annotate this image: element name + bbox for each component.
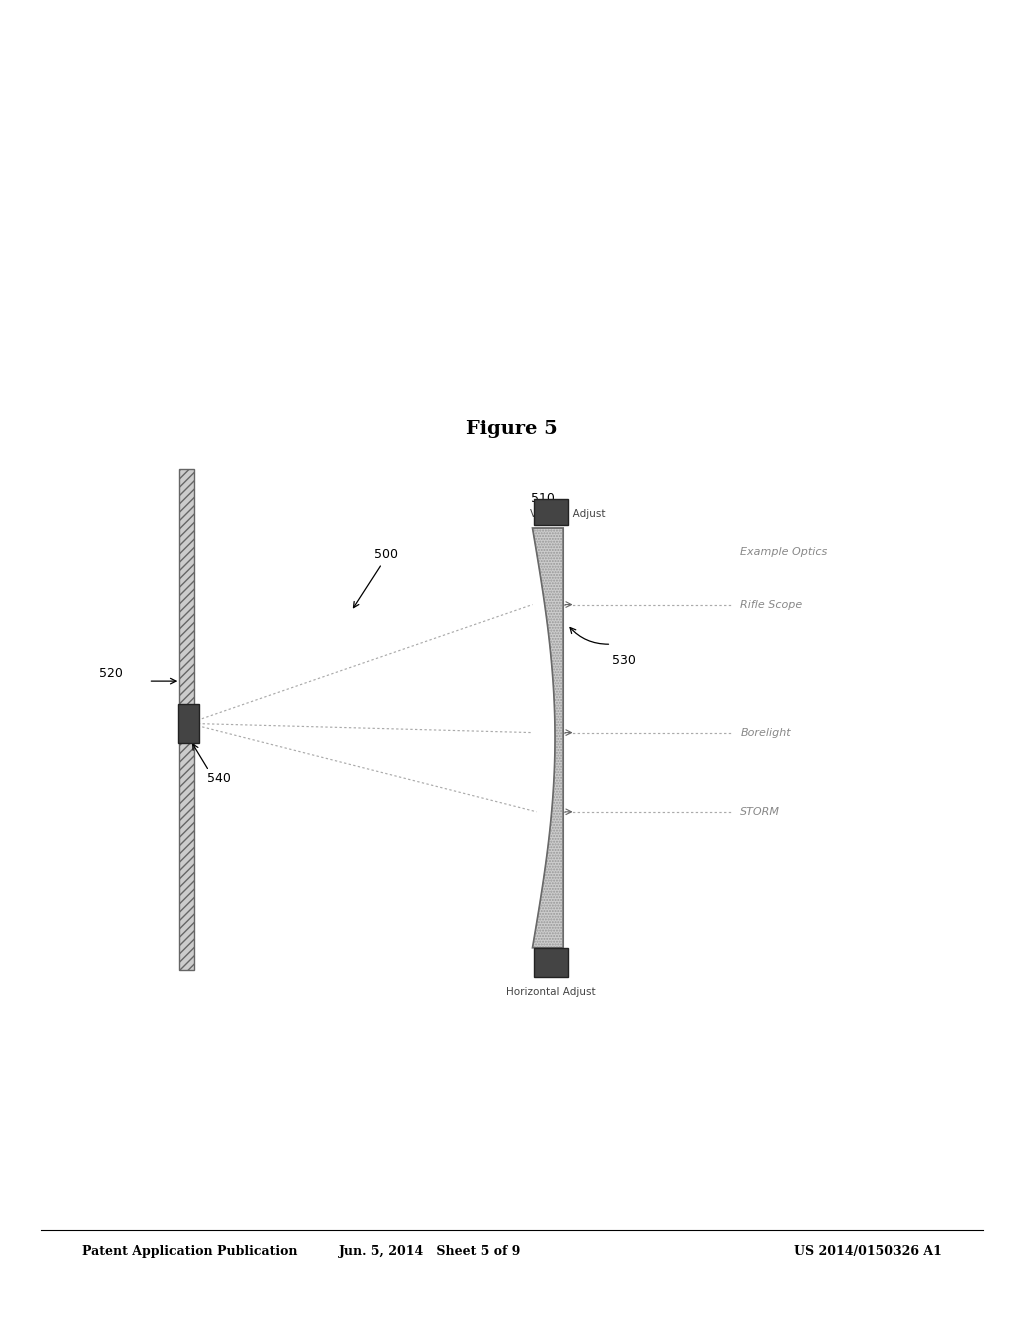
FancyBboxPatch shape [178,704,199,743]
Text: 500: 500 [374,548,397,561]
Text: Example Optics: Example Optics [740,546,827,557]
Text: Borelight: Borelight [740,727,791,738]
FancyBboxPatch shape [534,499,568,525]
Polygon shape [532,528,563,948]
Text: STORM: STORM [740,807,780,817]
Text: 530: 530 [612,653,636,667]
Text: Horizontal Adjust: Horizontal Adjust [506,987,596,998]
Text: US 2014/0150326 A1: US 2014/0150326 A1 [795,1245,942,1258]
Text: 510: 510 [530,492,555,506]
FancyBboxPatch shape [534,948,568,977]
Text: 540: 540 [207,772,230,785]
Text: Patent Application Publication: Patent Application Publication [82,1245,297,1258]
Text: Jun. 5, 2014   Sheet 5 of 9: Jun. 5, 2014 Sheet 5 of 9 [339,1245,521,1258]
FancyBboxPatch shape [179,469,194,970]
Text: Vertical Adjust: Vertical Adjust [530,508,606,519]
Text: Rifle Scope: Rifle Scope [740,599,803,610]
Text: Figure 5: Figure 5 [466,420,558,438]
Text: 520: 520 [99,667,123,680]
